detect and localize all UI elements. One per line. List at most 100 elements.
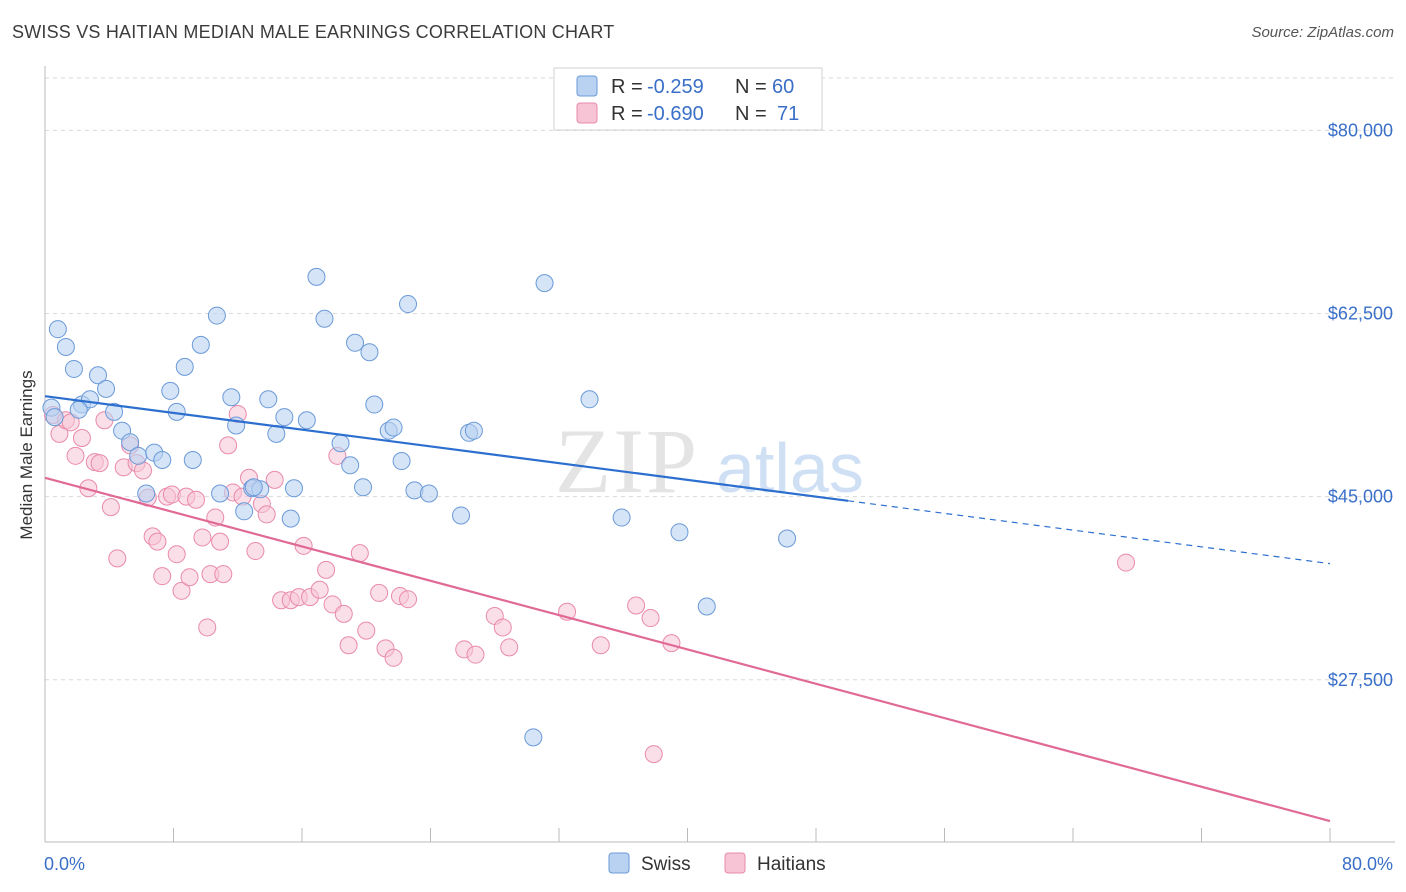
series-legend: Swiss Haitians	[608, 852, 826, 875]
swiss-point	[284, 479, 303, 498]
y-tick-label: $27,500	[1328, 670, 1393, 690]
swiss-point	[612, 508, 631, 527]
swiss-point	[45, 408, 64, 427]
swiss-point	[452, 506, 471, 525]
watermark-atlas: atlas	[716, 429, 864, 507]
haitians-point	[339, 636, 358, 655]
swiss-point	[399, 295, 418, 314]
haitians-point	[265, 470, 284, 489]
swiss-bottom-label: Swiss	[641, 854, 691, 875]
haitians-point	[153, 567, 172, 586]
y-tick-label: $62,500	[1328, 303, 1393, 323]
axes	[44, 66, 1395, 843]
swiss-n-label: N =	[735, 76, 767, 98]
haitians-point	[257, 505, 276, 524]
swiss-point	[97, 379, 116, 398]
source-label: Source: ZipAtlas.com	[1251, 24, 1394, 41]
haitians-point	[66, 446, 85, 465]
haitians-point	[500, 638, 519, 657]
swiss-point	[191, 335, 210, 354]
haitians-point	[90, 454, 109, 473]
haitians-point	[72, 429, 91, 448]
swiss-point	[129, 446, 148, 465]
haitians-r-value: -0.690	[647, 103, 704, 125]
haitians-r-label: R =	[611, 103, 643, 125]
haitians-trend-line	[44, 476, 1331, 823]
haitians-point	[384, 648, 403, 667]
haitians-bottom-label: Haitians	[757, 854, 826, 875]
x-tick-min: 0.0%	[44, 854, 85, 874]
haitians-point	[246, 542, 265, 561]
swiss-point	[56, 337, 75, 356]
swiss-point	[341, 456, 360, 475]
y-tick-label: $45,000	[1328, 487, 1393, 507]
haitians-point	[334, 604, 353, 623]
swiss-point	[354, 478, 373, 497]
swiss-point	[331, 434, 350, 453]
swiss-point	[175, 357, 194, 376]
swiss-point	[778, 529, 797, 548]
y-tick-labels: $80,000 $62,500 $45,000 $27,500	[1328, 120, 1393, 689]
swiss-point	[670, 523, 689, 542]
swiss-point	[281, 509, 300, 528]
haitians-point	[167, 545, 186, 564]
haitians-point	[193, 528, 212, 547]
swiss-legend-swatch	[576, 75, 598, 97]
haitians-point	[219, 436, 238, 455]
swiss-point	[384, 418, 403, 437]
haitians-point	[186, 490, 205, 509]
haitians-point	[641, 609, 660, 628]
haitians-point	[644, 745, 663, 764]
swiss-n-value: 60	[772, 76, 794, 98]
haitians-point	[350, 544, 369, 563]
x-tick-max: 80.0%	[1342, 854, 1393, 874]
haitians-point	[310, 580, 329, 599]
swiss-point	[315, 309, 334, 328]
swiss-point	[275, 408, 294, 427]
chart-title: SWISS VS HAITIAN MEDIAN MALE EARNINGS CO…	[12, 22, 615, 42]
haitians-point	[1117, 553, 1136, 572]
swiss-r-value: -0.259	[647, 76, 704, 98]
y-tick-label: $80,000	[1328, 120, 1393, 140]
swiss-point	[211, 484, 230, 503]
swiss-point	[259, 390, 278, 409]
swiss-point	[137, 484, 156, 503]
swiss-points	[42, 267, 797, 747]
haitians-point	[198, 618, 217, 637]
haitians-n-label: N =	[735, 103, 767, 125]
haitians-point	[148, 532, 167, 551]
swiss-point	[464, 421, 483, 440]
swiss-point	[697, 597, 716, 616]
swiss-point	[524, 728, 543, 747]
watermark: ZIP atlas	[555, 410, 864, 512]
haitians-point	[101, 498, 120, 517]
swiss-point	[235, 502, 254, 521]
swiss-point	[535, 274, 554, 293]
swiss-point	[153, 451, 172, 469]
haitians-n-value: 71	[777, 103, 799, 125]
haitians-point	[466, 645, 485, 664]
swiss-point	[121, 433, 140, 452]
swiss-point	[207, 306, 226, 325]
y-axis-title: Median Male Earnings	[17, 370, 36, 539]
grid-lines	[45, 77, 1395, 681]
haitians-point	[211, 532, 230, 551]
haitians-legend-swatch	[576, 102, 598, 124]
swiss-point	[222, 388, 241, 407]
swiss-point	[346, 333, 365, 352]
haitians-bottom-swatch	[724, 852, 746, 874]
swiss-point	[365, 395, 384, 414]
stats-legend: R = -0.259 N = 60 R = -0.690 N = 71	[553, 67, 823, 131]
haitians-point	[399, 590, 418, 609]
swiss-point	[105, 402, 124, 421]
swiss-point	[297, 411, 316, 430]
haitians-point	[627, 596, 646, 615]
swiss-trend-line	[44, 395, 849, 502]
swiss-point	[64, 359, 83, 378]
swiss-point	[419, 484, 438, 503]
haitians-point	[591, 636, 610, 655]
swiss-point	[183, 451, 202, 469]
swiss-point	[48, 320, 67, 339]
swiss-point	[89, 366, 108, 385]
